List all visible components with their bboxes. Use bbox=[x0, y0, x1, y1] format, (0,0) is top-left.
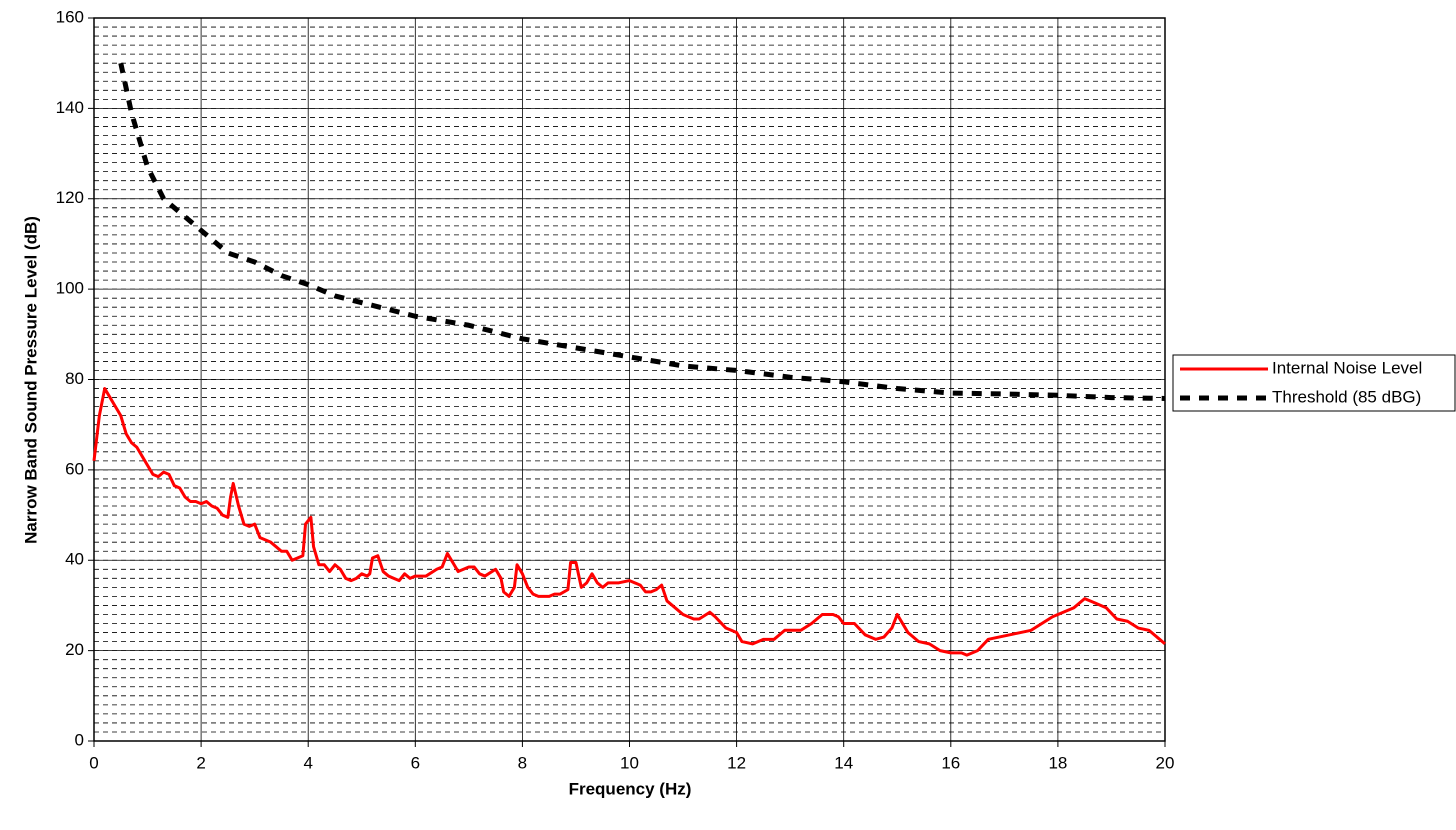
y-tick-label: 140 bbox=[56, 98, 84, 117]
x-tick-label: 18 bbox=[1048, 753, 1067, 772]
legend-label: Internal Noise Level bbox=[1272, 358, 1422, 377]
data-line bbox=[118, 62, 1166, 401]
x-tick-label: 2 bbox=[196, 753, 205, 772]
y-tick-label: 160 bbox=[56, 7, 84, 26]
y-axis-title: Narrow Band Sound Pressure Level (dB) bbox=[21, 216, 40, 544]
x-tick-label: 6 bbox=[411, 753, 420, 772]
y-tick-label: 60 bbox=[65, 459, 84, 478]
x-tick-label: 14 bbox=[834, 753, 853, 772]
x-tick-label: 4 bbox=[303, 753, 312, 772]
legend-box bbox=[1172, 354, 1456, 412]
y-tick-label: 20 bbox=[65, 640, 84, 659]
plot-border bbox=[93, 17, 1166, 742]
x-tick-label: 8 bbox=[518, 753, 527, 772]
y-tick-label: 80 bbox=[65, 369, 84, 388]
legend-label: Threshold (85 dBG) bbox=[1272, 387, 1421, 406]
x-tick-label: 20 bbox=[1156, 753, 1175, 772]
x-tick-label: 16 bbox=[941, 753, 960, 772]
x-tick-label: 12 bbox=[727, 753, 746, 772]
y-tick-label: 100 bbox=[56, 279, 84, 298]
x-tick-label: 0 bbox=[89, 753, 98, 772]
y-tick-label: 0 bbox=[75, 730, 84, 749]
data-line bbox=[92, 387, 1166, 657]
y-tick-label: 120 bbox=[56, 188, 84, 207]
y-tick-label: 40 bbox=[65, 550, 84, 569]
x-axis-title: Frequency (Hz) bbox=[569, 779, 692, 798]
x-tick-label: 10 bbox=[620, 753, 639, 772]
